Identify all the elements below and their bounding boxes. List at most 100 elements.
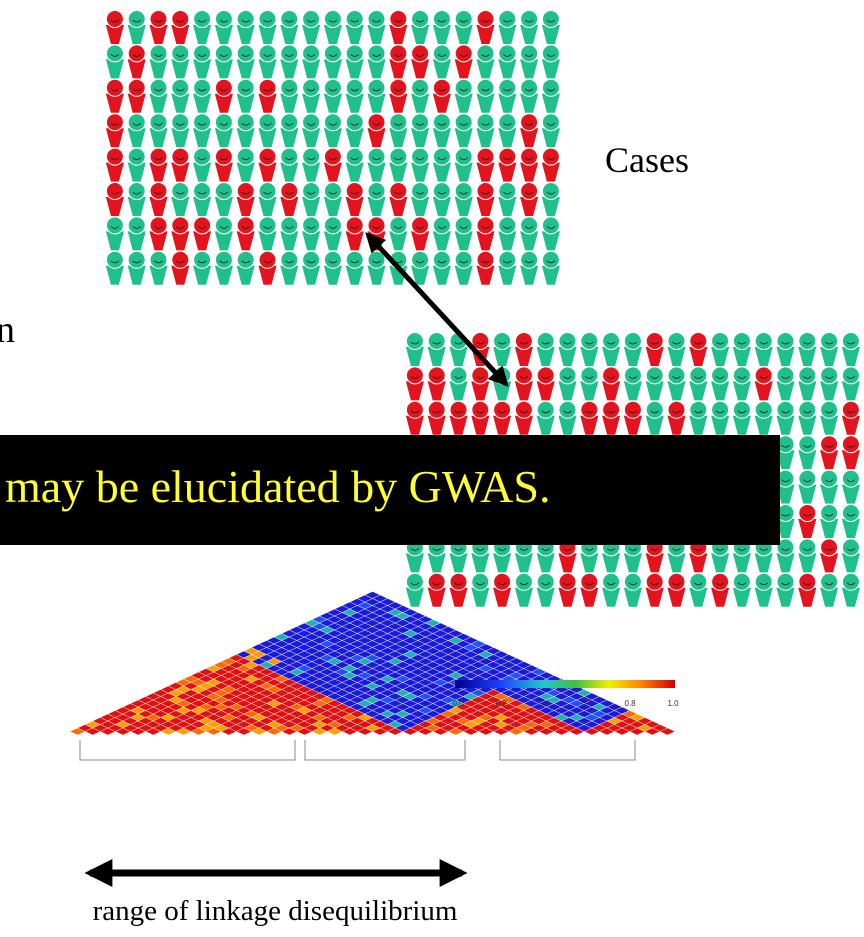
person-head [450, 573, 467, 590]
person-head [842, 367, 859, 384]
person [171, 114, 189, 148]
person [193, 79, 211, 113]
cases-grid [106, 11, 560, 285]
person-head [237, 251, 254, 268]
person [668, 367, 686, 401]
person-head [172, 217, 189, 234]
person-head [842, 333, 859, 350]
person-head [303, 11, 320, 28]
person [477, 251, 495, 285]
person [368, 148, 386, 182]
person [150, 183, 168, 217]
person [171, 11, 189, 45]
person [280, 79, 298, 113]
page: {"cases_label": "Cases", "cropped_text":… [0, 0, 864, 937]
person [150, 79, 168, 113]
person-head [477, 148, 494, 165]
person-head [346, 114, 363, 131]
person [433, 217, 451, 251]
person-head [515, 401, 532, 418]
person [798, 333, 816, 367]
person-head [259, 45, 276, 62]
person [542, 79, 560, 113]
person-head [799, 436, 816, 453]
person-head [237, 79, 254, 96]
person-head [433, 217, 450, 234]
person [150, 251, 168, 285]
person [215, 11, 233, 45]
person [389, 11, 407, 45]
person-head [455, 251, 472, 268]
person-head [712, 333, 729, 350]
person-head [603, 573, 620, 590]
person [171, 251, 189, 285]
person-head [215, 217, 232, 234]
person [346, 148, 364, 182]
person-head [128, 251, 145, 268]
person [389, 79, 407, 113]
person-head [515, 367, 532, 384]
person-head [755, 333, 772, 350]
person-head [799, 573, 816, 590]
person [733, 401, 751, 435]
person-head [433, 45, 450, 62]
person [668, 401, 686, 435]
person-head [406, 573, 423, 590]
person-head [755, 573, 772, 590]
person [471, 367, 489, 401]
person-head [690, 573, 707, 590]
person-head [412, 11, 429, 28]
ld-scale-label: 0.0 [452, 699, 464, 708]
person-head [128, 148, 145, 165]
person [520, 45, 538, 79]
person [259, 45, 277, 79]
person-head [499, 11, 516, 28]
person [455, 251, 473, 285]
person [368, 183, 386, 217]
person-head [499, 148, 516, 165]
person-head [281, 183, 298, 200]
person-head [755, 401, 772, 418]
person [411, 183, 429, 217]
person [689, 367, 707, 401]
person [733, 367, 751, 401]
person-head [799, 401, 816, 418]
person [498, 114, 516, 148]
person [498, 251, 516, 285]
person [128, 251, 146, 285]
person-head [324, 45, 341, 62]
banner-text: may be elucidated by GWAS. [5, 461, 550, 512]
person [106, 114, 124, 148]
person [346, 11, 364, 45]
person [411, 114, 429, 148]
person [389, 45, 407, 79]
person-head [821, 539, 838, 556]
person [171, 79, 189, 113]
person-head [281, 148, 298, 165]
person [820, 539, 838, 573]
person-head [390, 79, 407, 96]
person-head [755, 367, 772, 384]
person [259, 79, 277, 113]
person-head [433, 251, 450, 268]
person [259, 114, 277, 148]
person-head [559, 367, 576, 384]
person [477, 45, 495, 79]
person-head [646, 333, 663, 350]
person [537, 573, 555, 607]
person [106, 45, 124, 79]
person [842, 333, 860, 367]
person-head [821, 573, 838, 590]
person [755, 367, 773, 401]
person [520, 114, 538, 148]
person-head [499, 114, 516, 131]
person-head [412, 114, 429, 131]
person-head [603, 401, 620, 418]
person-head [150, 11, 167, 28]
person [820, 401, 838, 435]
person-head [303, 183, 320, 200]
person-head [172, 148, 189, 165]
person-head [499, 45, 516, 62]
person-head [690, 401, 707, 418]
person-head [106, 251, 123, 268]
